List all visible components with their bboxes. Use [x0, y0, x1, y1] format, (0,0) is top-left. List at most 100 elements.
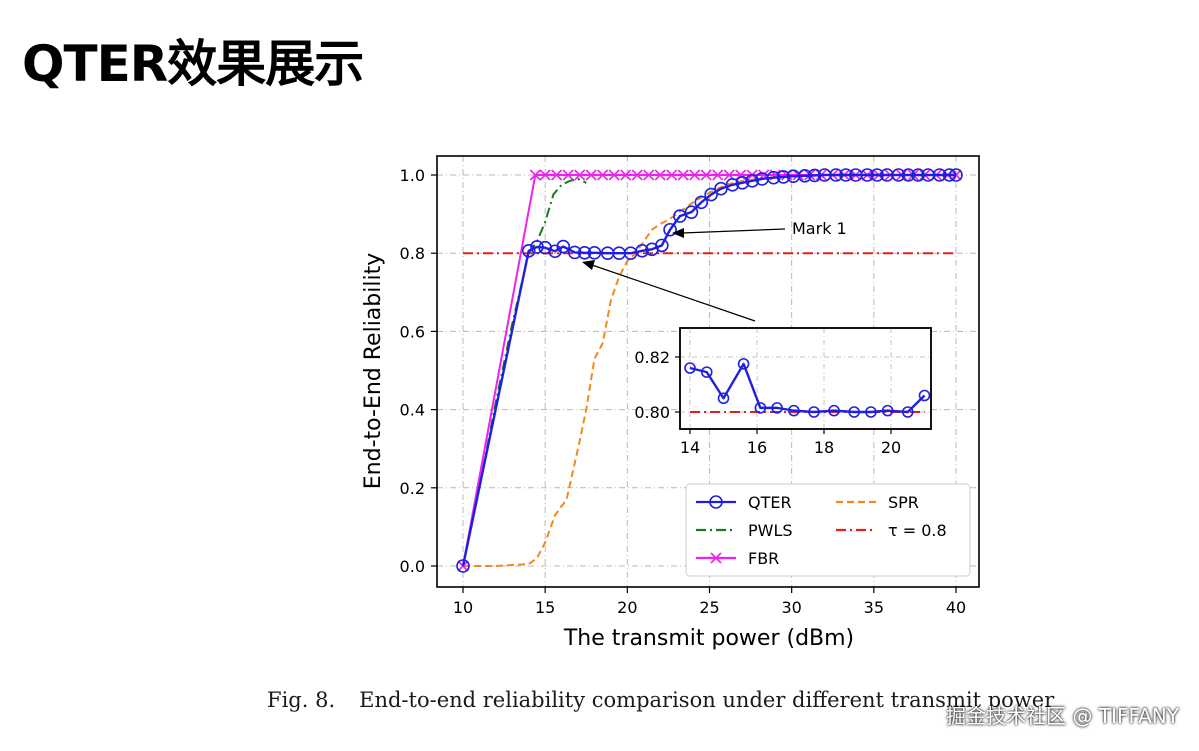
main-qter-point	[567, 245, 582, 260]
y-tick-label: 0.8	[400, 244, 425, 263]
main-fbr-point	[666, 169, 678, 181]
main-qter-point	[901, 168, 916, 182]
inset-qter-point	[700, 366, 713, 378]
x-tick-label: 35	[864, 598, 884, 617]
legend-fbr-marker	[710, 552, 722, 564]
main-fbr-point	[562, 169, 574, 181]
slide-title: QTER效果展示	[22, 35, 364, 93]
main-fbr-point	[620, 169, 632, 181]
inset-ticks: 14 16 18 20 0.80 0.82	[634, 348, 901, 457]
watermark: 掘金技术社区 @ TIFFANY	[946, 704, 1179, 728]
inset-qter-point	[684, 362, 696, 374]
inset-qter-point	[771, 402, 783, 414]
main-fbr-point	[585, 169, 597, 181]
main-fbr-point	[631, 169, 643, 181]
main-qter-point	[860, 168, 875, 182]
main-qter-point	[521, 244, 536, 258]
x-axis-label: The transmit power (dBm)	[563, 626, 854, 651]
main-fbr-point	[574, 169, 586, 181]
main-qter-point	[725, 177, 740, 192]
main-fbr-point	[689, 169, 701, 181]
inset-qter-point	[788, 404, 800, 417]
inset-qter-point	[717, 392, 730, 405]
main-qter-point	[776, 170, 791, 184]
inset-pointer-line	[591, 264, 756, 322]
main-qter-point	[932, 168, 947, 182]
legend-pwls-label: PWLS	[748, 521, 793, 540]
main-qter-point	[745, 174, 760, 188]
mark1-annotation: Mark 1	[792, 219, 847, 238]
main-qter-point	[530, 240, 544, 254]
main-fbr-point	[597, 169, 609, 181]
inset-qter-point	[918, 389, 931, 402]
y-tick-label: 1.0	[400, 166, 425, 185]
main-qter-point	[870, 168, 884, 182]
inset-y-tick-label: 0.82	[634, 348, 670, 367]
inset-qter-line	[689, 362, 926, 414]
main-qter-point	[587, 246, 602, 260]
caption-label: Fig. 8.	[267, 688, 336, 712]
main-fbr-point	[654, 169, 666, 181]
x-tick-label: 15	[535, 598, 555, 617]
main-fbr-point	[529, 169, 541, 181]
main-qter-point	[891, 168, 906, 182]
main-qter-point	[942, 168, 957, 182]
main-ticks: 10 15 20 25 30 35 40 0.0 0.2 0.4 0.6 0.8 1.0	[400, 166, 967, 617]
legend: QTER PWLS FBR SPR τ = 0.8	[685, 483, 971, 577]
legend-tau-label: τ = 0.8	[888, 521, 947, 540]
main-qter-point	[949, 168, 963, 182]
mark1-arrow-head	[672, 228, 684, 238]
legend-fbr-label: FBR	[748, 549, 779, 568]
main-qter-point	[655, 238, 669, 253]
y-tick-label: 0.6	[400, 322, 425, 341]
inset-qter-point	[881, 404, 894, 417]
main-qter-point	[798, 168, 812, 183]
main-fbr-point	[539, 169, 551, 181]
main-qter-point	[694, 195, 709, 210]
inset-qter-point	[828, 404, 840, 417]
inset-y-tick-label: 0.80	[634, 403, 670, 422]
y-tick-label: 0.2	[400, 479, 425, 498]
inset-x-tick-label: 14	[680, 438, 700, 457]
main-qter-point	[839, 168, 853, 182]
figure-caption: Fig. 8. End-to-end reliability comparison…	[267, 688, 1054, 712]
inset-qter-point	[737, 358, 750, 370]
inset-series	[684, 358, 931, 418]
main-pwls-line	[462, 177, 587, 567]
main-qter-point	[684, 205, 699, 219]
main-qter-line	[461, 173, 956, 567]
main-qter-point	[635, 244, 649, 258]
y-tick-label: 0.0	[400, 557, 425, 576]
main-fbr-point	[608, 169, 620, 181]
main-qter-point	[735, 176, 750, 190]
caption-text: End-to-end reliability comparison under …	[359, 688, 1055, 712]
x-tick-label: 20	[617, 598, 637, 617]
x-tick-label: 25	[699, 598, 719, 617]
inset-frame	[679, 327, 932, 430]
legend-spr-label: SPR	[888, 493, 919, 512]
main-series	[456, 168, 963, 573]
inset-qter-point	[754, 402, 767, 414]
main-qter-point	[548, 244, 562, 259]
main-qter-point	[663, 222, 677, 237]
main-qter-point	[829, 168, 843, 182]
inset-x-tick-label: 16	[747, 438, 767, 457]
inset-x-tick-label: 18	[814, 438, 834, 457]
main-qter-point	[807, 168, 822, 183]
main-fbr-point	[551, 169, 563, 181]
y-axis-label: End-to-End Reliability	[361, 253, 386, 489]
legend-box	[685, 483, 971, 577]
x-tick-label: 10	[453, 598, 473, 617]
inset-background	[679, 327, 932, 430]
main-qter-point	[766, 170, 781, 185]
legend-qter-label: QTER	[748, 493, 792, 512]
inset-pointer-head	[582, 260, 595, 270]
legend-qter-marker	[709, 495, 723, 509]
inset-qter-point	[848, 406, 860, 418]
main-qter-point	[704, 187, 718, 202]
main-qter-point	[911, 168, 926, 182]
inset-qter-point	[901, 406, 914, 418]
main-fbr-point	[643, 169, 655, 181]
main-fbr-point	[700, 169, 712, 181]
